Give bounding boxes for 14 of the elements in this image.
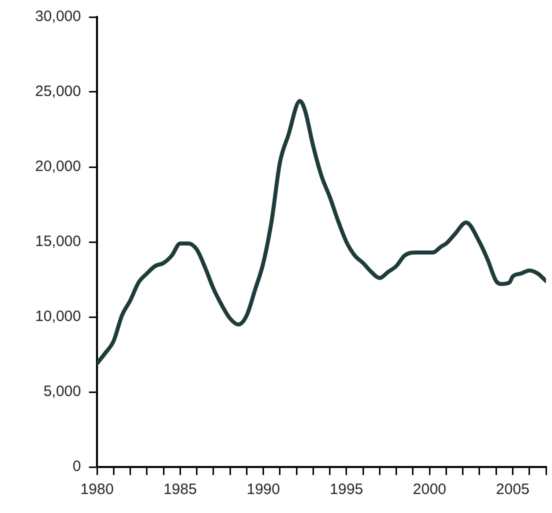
y-tick-label: 0	[72, 458, 81, 476]
x-tick-label: 1995	[330, 481, 364, 498]
y-tick-label: 30,000	[35, 8, 81, 26]
x-tick-label: 1985	[163, 481, 197, 498]
y-tick-label: 10,000	[35, 308, 81, 326]
y-tick-label: 25,000	[35, 83, 81, 100]
y-tick-label: 5,000	[43, 383, 81, 400]
y-tick-label: 15,000	[35, 233, 81, 250]
x-tick-label: 1990	[246, 481, 280, 498]
x-tick-label: 2000	[412, 481, 446, 498]
x-tick-label: 1980	[80, 481, 114, 498]
y-tick-label: 20,000	[35, 158, 81, 176]
x-tick-label: 2005	[496, 481, 530, 498]
line-series	[97, 99, 546, 366]
